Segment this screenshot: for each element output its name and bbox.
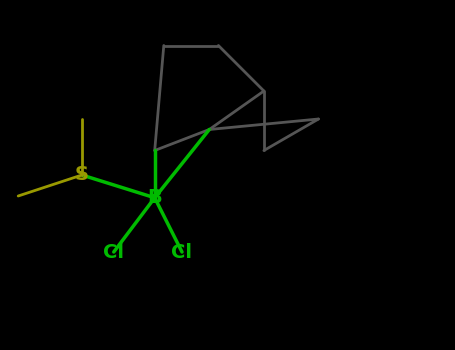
Text: Cl: Cl [103,243,124,261]
Text: Cl: Cl [172,243,192,261]
Text: S: S [75,166,89,184]
Text: B: B [147,188,162,207]
